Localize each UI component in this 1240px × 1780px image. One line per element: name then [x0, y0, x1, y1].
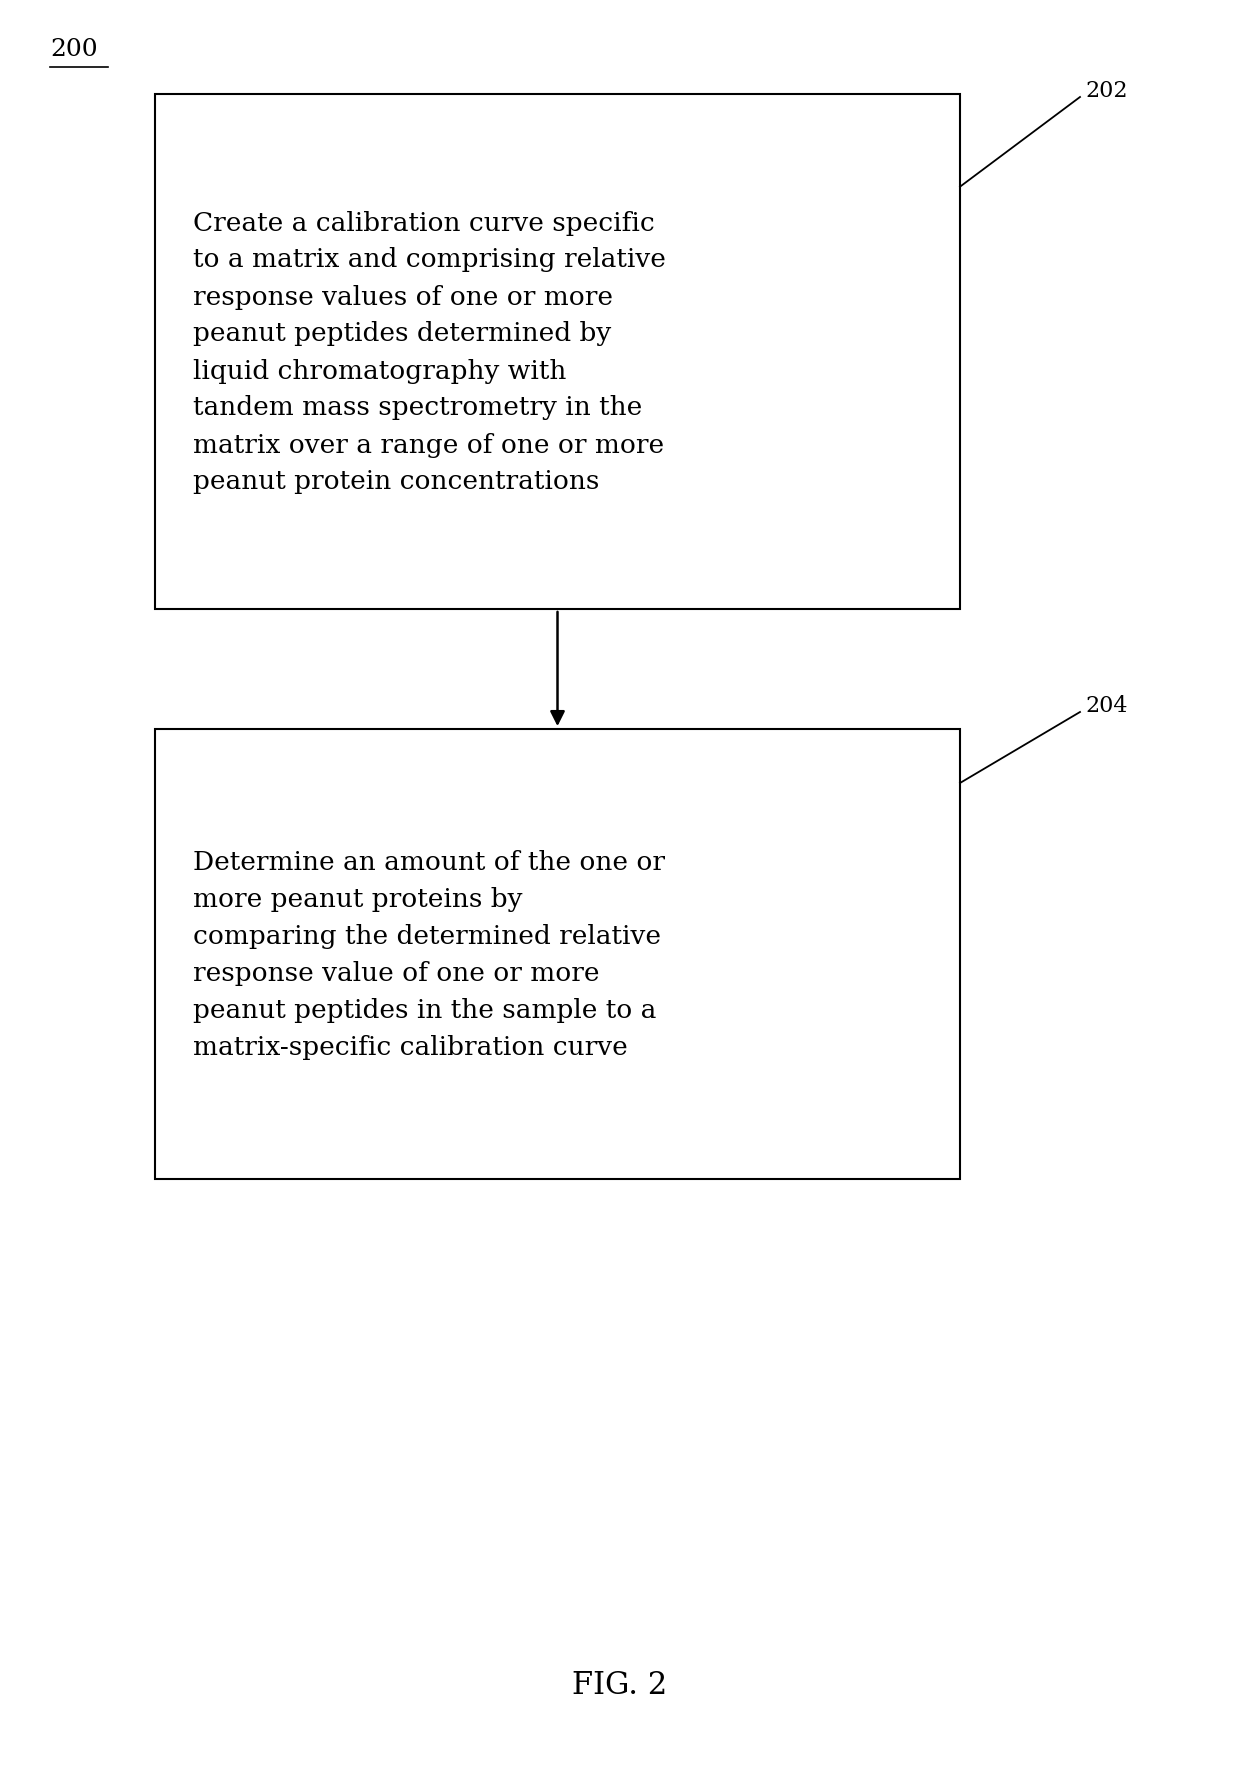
Text: Create a calibration curve specific
to a matrix and comprising relative
response: Create a calibration curve specific to a… — [193, 210, 666, 495]
Text: 204: 204 — [1085, 694, 1127, 717]
Text: 202: 202 — [1085, 80, 1127, 101]
Bar — [155, 94, 960, 611]
Text: FIG. 2: FIG. 2 — [573, 1670, 667, 1700]
Text: 200: 200 — [50, 37, 98, 61]
Bar — [155, 730, 960, 1180]
Text: Determine an amount of the one or
more peanut proteins by
comparing the determin: Determine an amount of the one or more p… — [193, 849, 665, 1059]
